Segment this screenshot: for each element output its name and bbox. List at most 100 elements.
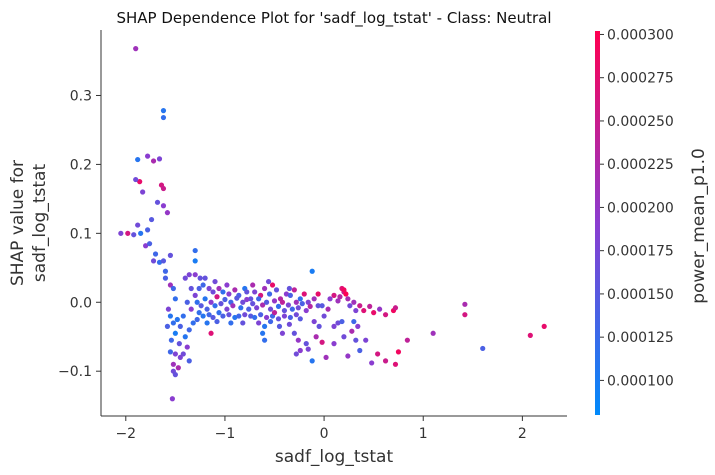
scatter-point bbox=[293, 299, 299, 305]
scatter-point bbox=[202, 296, 208, 302]
scatter-point bbox=[194, 316, 200, 323]
scatter-point bbox=[172, 351, 178, 357]
scatter-point bbox=[226, 312, 232, 318]
scatter-point bbox=[299, 301, 305, 307]
scatter-point bbox=[357, 303, 363, 309]
scatter-point bbox=[252, 314, 258, 321]
scatter-point bbox=[285, 302, 291, 308]
scatter-point bbox=[234, 295, 240, 301]
scatter-point bbox=[307, 303, 313, 310]
colorbar-tick-label: 0.000100 bbox=[607, 373, 674, 389]
scatter-point bbox=[182, 275, 188, 281]
colorbar-tick-label: 0.000300 bbox=[607, 27, 674, 43]
scatter-point bbox=[177, 323, 183, 329]
scatter-point bbox=[309, 358, 315, 364]
scatter-point bbox=[331, 341, 337, 347]
scatter-point bbox=[297, 296, 303, 302]
scatter-point bbox=[133, 46, 139, 52]
colorbar-ticks: 0.000100 0.000125 0.000150 0.000175 0.000200… bbox=[600, 27, 674, 389]
x-tick-label: −2 bbox=[115, 426, 136, 442]
scatter-point bbox=[180, 313, 186, 319]
scatter-point bbox=[220, 289, 226, 295]
scatter-point bbox=[291, 287, 297, 293]
y-tick-label: 0.0 bbox=[70, 295, 92, 311]
scatter-point bbox=[165, 306, 172, 312]
scatter-point bbox=[156, 156, 163, 162]
x-tick-label: −1 bbox=[215, 426, 236, 442]
scatter-point bbox=[303, 307, 309, 314]
scatter-point bbox=[287, 292, 293, 298]
scatter-point bbox=[367, 303, 373, 310]
scatter-point bbox=[198, 303, 204, 309]
scatter-point bbox=[174, 316, 180, 323]
scatter-point bbox=[146, 241, 153, 247]
scatter-point bbox=[246, 306, 252, 312]
scatter-point bbox=[148, 216, 155, 223]
scatter-point bbox=[286, 321, 292, 327]
scatter-point bbox=[339, 318, 345, 325]
scatter-point bbox=[192, 258, 198, 264]
scatter-point bbox=[228, 320, 234, 326]
scatter-point bbox=[293, 351, 299, 357]
scatter-point bbox=[188, 306, 194, 312]
scatter-point bbox=[355, 323, 361, 329]
scatter-point bbox=[206, 312, 212, 318]
scatter-point bbox=[462, 301, 468, 307]
scatter-point bbox=[269, 282, 276, 288]
scatter-point bbox=[242, 312, 248, 318]
scatter-point bbox=[200, 313, 206, 319]
scatter-point bbox=[244, 296, 250, 303]
scatter-point bbox=[480, 345, 486, 352]
scatter-point bbox=[167, 349, 174, 355]
scatter-point bbox=[154, 199, 161, 205]
scatter-point bbox=[266, 291, 273, 297]
scatter-point bbox=[224, 306, 230, 312]
scatter-point bbox=[371, 310, 377, 316]
scatter-point bbox=[343, 291, 349, 297]
scatter-point bbox=[281, 307, 288, 314]
scatter-point bbox=[160, 203, 167, 209]
scatter-point bbox=[164, 323, 171, 329]
scatter-point bbox=[273, 287, 280, 293]
scatter-point bbox=[331, 292, 337, 298]
scatter-point bbox=[351, 318, 357, 325]
scatter-point bbox=[140, 189, 146, 195]
scatter-point bbox=[295, 337, 301, 343]
x-axis-ticks: −2 −1 0 1 2 bbox=[115, 416, 527, 442]
scatter-point bbox=[345, 353, 351, 359]
scatter-point bbox=[208, 330, 214, 336]
scatter-point bbox=[258, 312, 264, 318]
scatter-point bbox=[170, 285, 176, 292]
scatter-point bbox=[168, 337, 174, 343]
colorbar-tick-label: 0.000175 bbox=[607, 244, 674, 260]
scatter-point bbox=[167, 282, 174, 288]
scatter-point bbox=[194, 299, 200, 305]
scatter-point bbox=[248, 313, 254, 319]
y-tick-label: −0.1 bbox=[58, 364, 92, 380]
scatter-point bbox=[331, 323, 337, 329]
scatter-point bbox=[357, 347, 363, 354]
scatter-point bbox=[279, 299, 286, 305]
scatter-point bbox=[160, 258, 167, 264]
scatter-point bbox=[160, 108, 167, 114]
scatter-point bbox=[226, 291, 232, 297]
scatter-point bbox=[197, 275, 203, 281]
colorbar-tick-label: 0.000250 bbox=[607, 114, 674, 130]
scatter-point bbox=[327, 296, 333, 302]
x-tick-label: 0 bbox=[320, 426, 329, 442]
scatter-point bbox=[335, 320, 341, 326]
scatter-point bbox=[180, 351, 186, 357]
scatter-point bbox=[156, 259, 163, 265]
scatter-point bbox=[286, 285, 292, 292]
scatter-point bbox=[341, 334, 347, 340]
scatter-point bbox=[375, 351, 381, 357]
scatter-point bbox=[202, 275, 208, 281]
scatter-point bbox=[212, 303, 218, 309]
colorbar-tick-label: 0.000150 bbox=[607, 287, 674, 303]
scatter-point bbox=[369, 360, 375, 366]
scatter-point bbox=[220, 313, 226, 319]
scatter-point bbox=[353, 307, 359, 314]
scatter-point bbox=[323, 354, 329, 361]
scatter-point bbox=[353, 337, 359, 343]
scatter-point bbox=[118, 230, 124, 236]
